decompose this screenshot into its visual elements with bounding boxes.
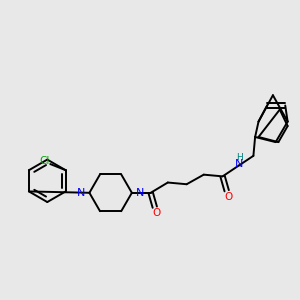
Text: O: O <box>152 208 160 218</box>
Text: Cl: Cl <box>39 156 49 166</box>
Text: N: N <box>136 188 144 198</box>
Text: N: N <box>235 159 243 169</box>
Text: O: O <box>224 192 232 202</box>
Text: N: N <box>77 188 85 198</box>
Text: H: H <box>236 153 242 162</box>
